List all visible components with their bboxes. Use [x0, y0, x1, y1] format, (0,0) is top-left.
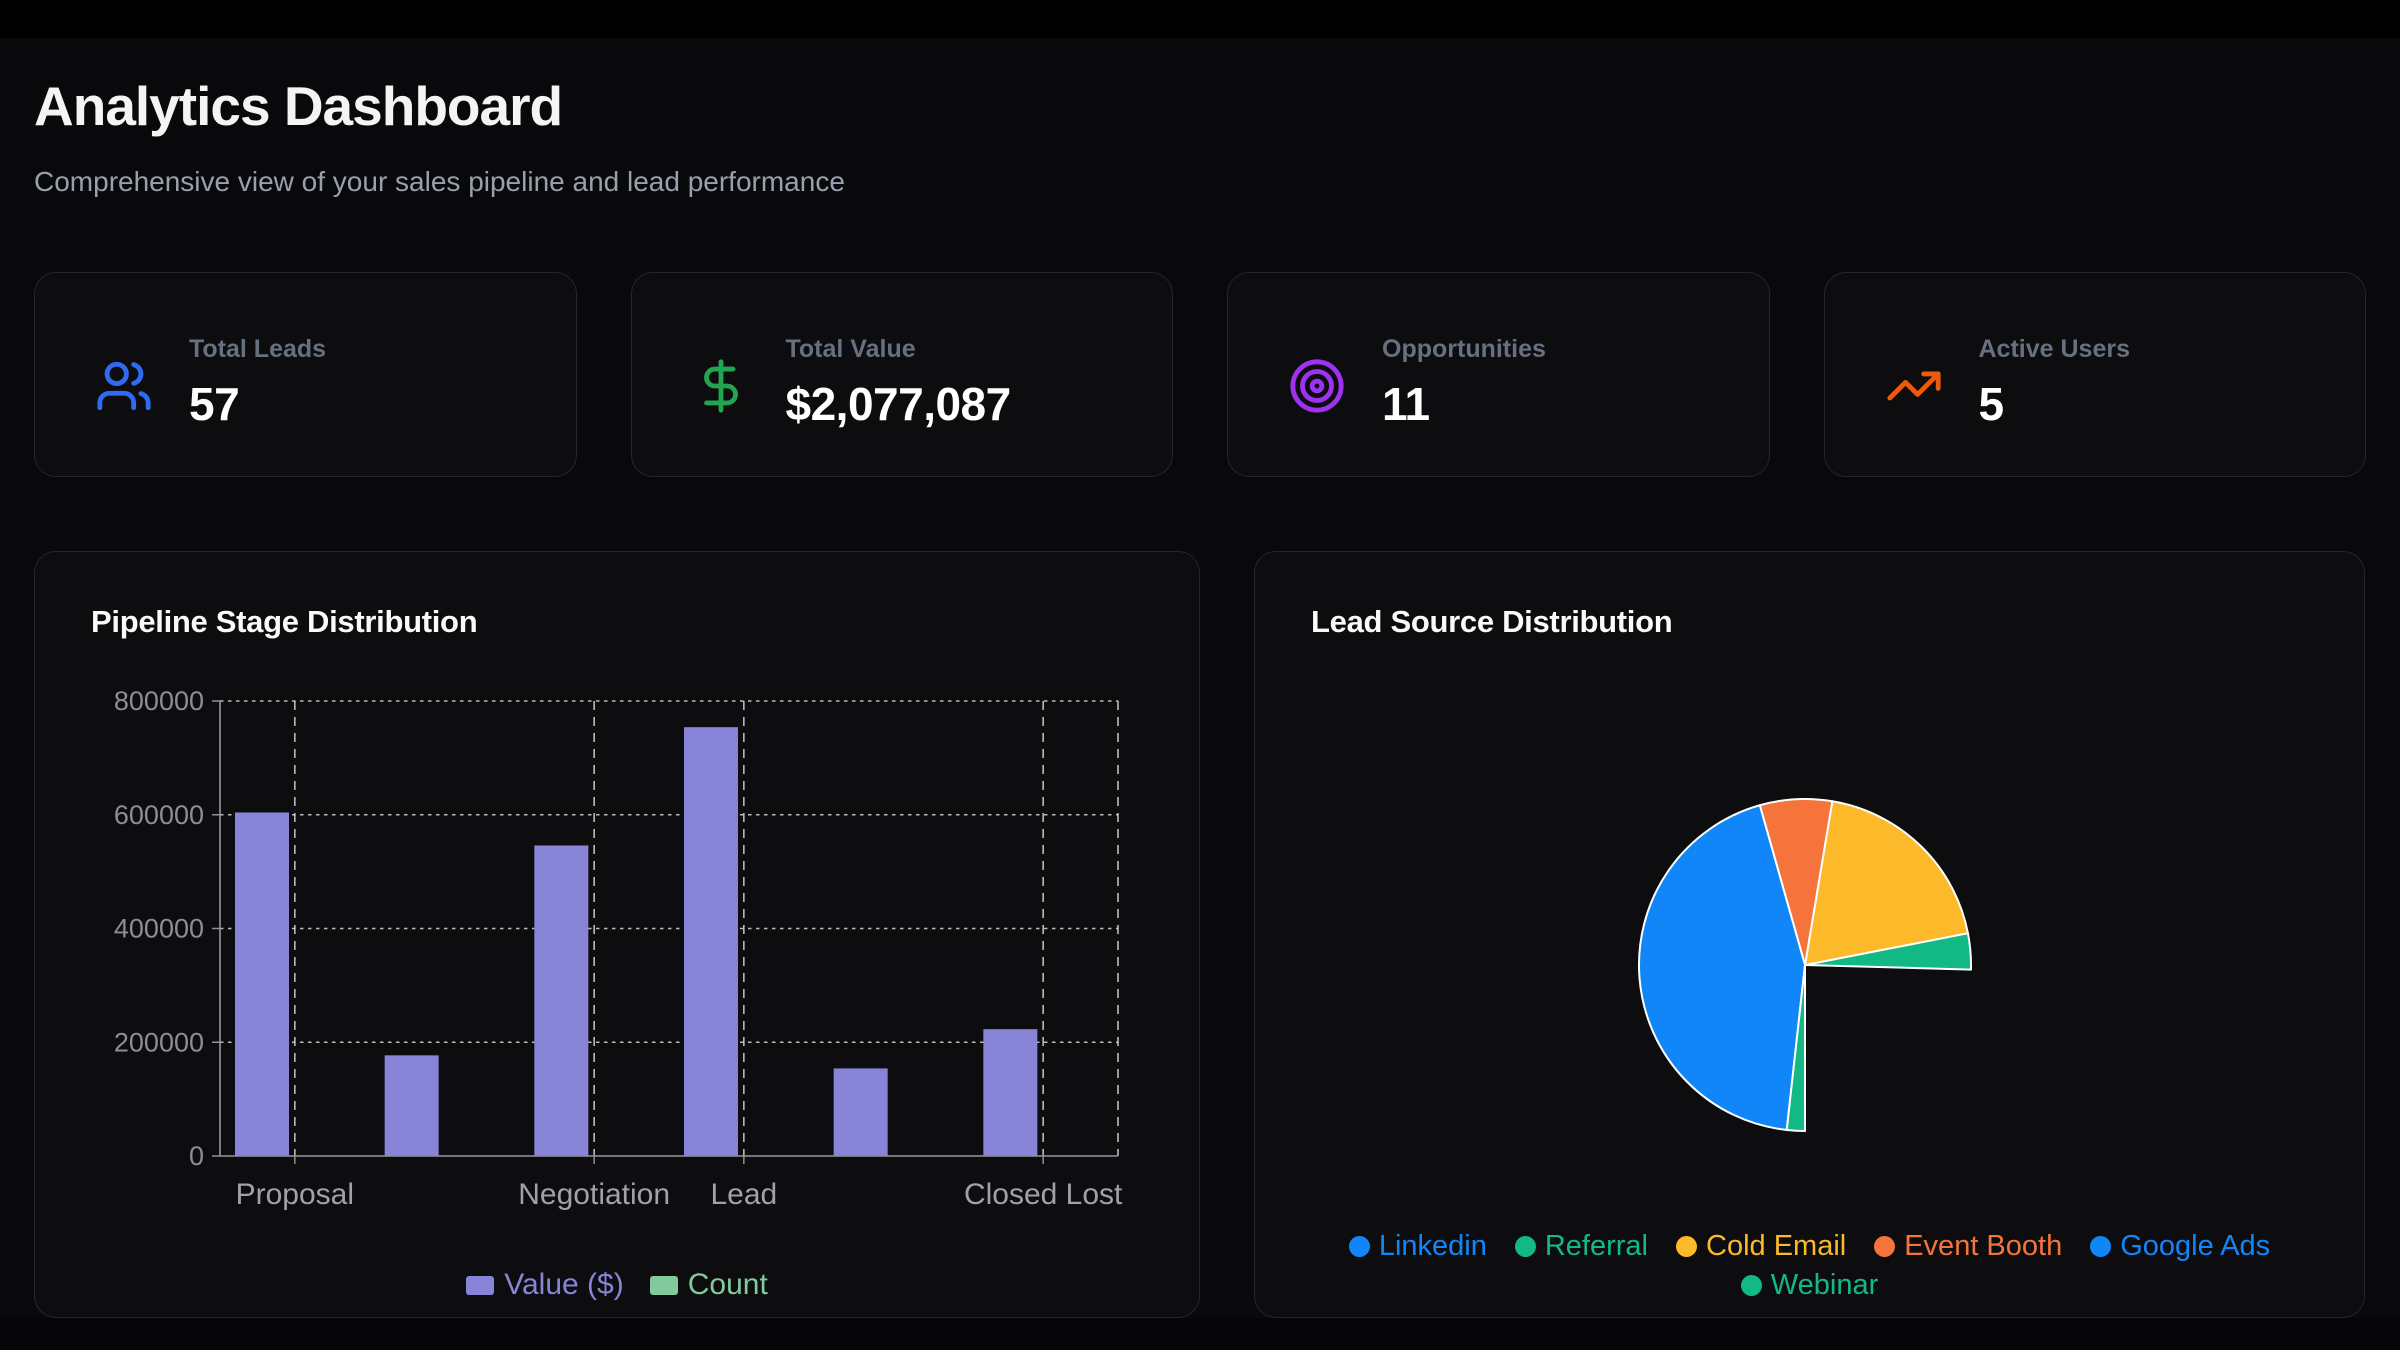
legend-dot — [2090, 1236, 2112, 1257]
legend-label: Count — [687, 1268, 768, 1301]
legend-item-event-booth[interactable]: Event Booth — [1874, 1230, 2062, 1263]
pipeline-bar-chart[interactable]: 0 200000 400000 600000 800000 Proposal Negotia… — [35, 552, 1201, 1319]
legend-item-count[interactable]: Count — [649, 1268, 768, 1302]
pipeline-stage-distribution-card: Pipeline Stage Distribution 0 200000 40000… — [34, 551, 1200, 1318]
pie-slice-webinar[interactable] — [1785, 964, 1806, 1132]
pie-legend-row: Linkedin Referral Cold Email Event Booth Goo… — [1348, 1230, 2270, 1263]
stat-value: 5 — [1978, 378, 2005, 430]
y-axis-tick-label: 200000 — [114, 1027, 204, 1057]
legend-item-referral[interactable]: Referral — [1514, 1230, 1648, 1263]
legend-label: Value ($) — [504, 1268, 624, 1301]
page-title: Analytics Dashboard — [34, 75, 563, 137]
legend-label: Referral — [1544, 1230, 1648, 1262]
stat-value: $2,077,087 — [785, 378, 1012, 430]
bar-chart-legend: Value ($) Count — [35, 1268, 1199, 1302]
y-axis-tick-label: 800000 — [114, 686, 204, 716]
bar-chart-title: Pipeline Stage Distribution — [91, 604, 478, 639]
legend-swatch — [466, 1275, 495, 1295]
legend-swatch — [649, 1275, 678, 1295]
x-axis-tick-label: Lead — [710, 1178, 777, 1211]
legend-item-linkedin[interactable]: Linkedin — [1348, 1230, 1487, 1263]
legend-label: Google Ads — [2120, 1230, 2271, 1262]
stat-card-total-value: Total Value $2,077,087 — [630, 272, 1173, 477]
pie-legend-row: Webinar — [1740, 1269, 1879, 1302]
y-axis-tick-label: 600000 — [114, 800, 204, 830]
bar-value-stage-2[interactable] — [384, 1055, 439, 1156]
x-axis-tick-label: Negotiation — [518, 1178, 670, 1211]
legend-item-google-ads[interactable]: Google Ads — [2090, 1230, 2270, 1263]
pie-slice-google-ads[interactable] — [1638, 804, 1806, 1131]
legend-item-cold-email[interactable]: Cold Email — [1676, 1230, 1846, 1263]
bar-value-Proposal[interactable] — [235, 812, 289, 1156]
users-icon — [95, 357, 153, 415]
legend-item-value-[interactable]: Value ($) — [466, 1268, 624, 1302]
legend-label: Linkedin — [1378, 1230, 1487, 1262]
dollar-sign-icon — [692, 357, 750, 415]
bar-value-Lead[interactable] — [684, 727, 738, 1156]
x-axis-tick-label: Proposal — [236, 1178, 354, 1211]
x-axis-tick-label: Closed Lost — [964, 1178, 1123, 1211]
stats-row: Total Leads 57 Total Value $2,077,087 Op… — [34, 272, 2366, 477]
stat-value: 11 — [1382, 378, 1430, 430]
pie-chart-title: Lead Source Distribution — [1311, 604, 1673, 639]
stat-label: Active Users — [1978, 335, 2130, 363]
stat-card-active-users: Active Users 5 — [1823, 272, 2366, 477]
legend-dot — [1348, 1236, 1370, 1257]
pie-chart-legend: Linkedin Referral Cold Email Event Booth Goo… — [1255, 1230, 2364, 1302]
stat-label: Opportunities — [1382, 335, 1546, 363]
stat-value: 57 — [189, 378, 240, 430]
y-axis-tick-label: 0 — [189, 1141, 204, 1171]
legend-label: Webinar — [1770, 1269, 1879, 1301]
bar-value-Negotiation[interactable] — [534, 845, 589, 1156]
lead-source-distribution-card: Lead Source Distribution Linkedin Referra… — [1254, 551, 2365, 1318]
bar-value-stage-5[interactable] — [833, 1068, 888, 1156]
page-subtitle: Comprehensive view of your sales pipelin… — [34, 166, 845, 197]
top-strip — [0, 0, 2400, 38]
legend-label: Event Booth — [1904, 1230, 2063, 1262]
legend-dot — [1676, 1236, 1697, 1257]
y-axis-tick-label: 400000 — [114, 914, 204, 944]
bottom-strip — [0, 1318, 2400, 1350]
lead-source-pie-chart[interactable] — [1255, 552, 2366, 1319]
legend-dot — [1874, 1236, 1896, 1257]
trending-up-icon — [1885, 357, 1943, 415]
legend-dot — [1514, 1236, 1536, 1257]
stat-card-total-leads: Total Leads 57 — [34, 272, 577, 477]
target-icon — [1288, 357, 1346, 415]
stat-label: Total Value — [785, 335, 916, 363]
stat-card-opportunities: Opportunities 11 — [1227, 272, 1770, 477]
stat-label: Total Leads — [189, 335, 327, 363]
legend-dot — [1740, 1275, 1762, 1296]
legend-item-webinar[interactable]: Webinar — [1740, 1269, 1879, 1302]
pie-slice-cold-email[interactable] — [1804, 800, 1969, 966]
bar-value-Closed Lost[interactable] — [983, 1029, 1038, 1156]
legend-label: Cold Email — [1706, 1230, 1847, 1262]
